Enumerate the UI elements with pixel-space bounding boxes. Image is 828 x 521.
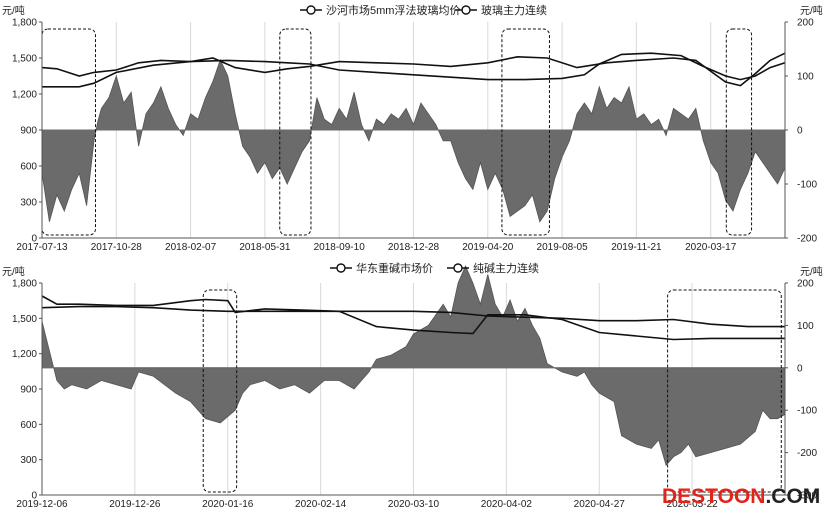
x-tick-label: 2018-02-07 [165,242,217,253]
right-tick-label: -100 [797,406,817,417]
legend-entry: 玻璃主力连续 [481,3,547,17]
highlight-box [202,289,238,493]
series-line-1 [42,52,786,88]
x-tick-label: 2019-04-20 [462,242,514,253]
legend-entry: 沙河市场5mm浮法玻璃均价 [326,3,460,17]
x-tick-label: 2017-10-28 [91,242,143,253]
left-tick-label: 0 [31,491,37,502]
legend-marker [461,5,471,15]
legend-marker [306,5,316,15]
left-tick-label: 1,200 [12,349,37,360]
right-tick-label: 0 [797,126,803,137]
left-tick-label: 1,200 [12,90,37,101]
x-tick-label: 2020-02-14 [295,499,347,510]
x-tick-label: 2019-12-06 [16,499,68,510]
highlight-box [501,28,550,236]
left-tick-label: 900 [20,126,37,137]
left-unit-label: 元/吨 [2,4,25,17]
legend-entry: 纯碱主力连续 [473,261,539,275]
legend-entry: 华东重碱市场价 [356,261,433,275]
legend-marker [336,263,346,273]
left-tick-label: 0 [31,234,37,245]
highlight-box [667,289,782,493]
series-line-2 [41,52,786,87]
legend-marker [453,263,463,273]
right-tick-label: -200 [797,448,817,459]
right-tick-label: 200 [797,279,814,290]
left-tick-label: 600 [20,162,37,173]
right-tick-label: -100 [797,180,817,191]
x-tick-label: 2020-04-27 [574,499,626,510]
right-tick-label: 200 [797,18,814,29]
left-tick-label: 1,800 [12,18,37,29]
highlight-box [279,28,312,236]
right-unit-label: 元/吨 [800,265,823,278]
x-tick-label: 2018-09-10 [314,242,366,253]
chart-panel-2: 2019-12-06 2019-12-26 2020-01-16 2020-02-14… [2,261,823,510]
left-tick-label: 1,500 [12,54,37,65]
series-line-1 [41,305,785,328]
right-tick-label: -300 [797,491,817,502]
series-line-2 [41,295,785,341]
chart-panel-1: 2017-07-13 2017-10-28 2018-02-07 2018-05-31… [2,3,823,253]
right-tick-label: 100 [797,321,814,332]
left-tick-label: 300 [20,198,37,209]
left-unit-label: 元/吨 [2,265,25,278]
x-tick-label: 2019-11-21 [611,242,662,253]
x-tick-label: 2020-04-02 [481,499,533,510]
x-tick-label: 2018-12-28 [388,242,440,253]
x-tick-label: 2018-05-31 [239,242,291,253]
series-spread-area [41,264,786,467]
x-tick-label: 2020-03-17 [685,242,737,253]
series-spread-area [41,58,786,223]
left-tick-label: 1,800 [12,279,37,290]
x-tick-label: 2020-05-22 [667,499,719,510]
highlight-box [725,28,753,236]
right-unit-label: 元/吨 [800,4,823,17]
x-tick-label: 2017-07-13 [16,242,68,253]
left-tick-label: 600 [20,420,37,431]
left-tick-label: 900 [20,385,37,396]
left-tick-label: 300 [20,455,37,466]
right-tick-label: 100 [797,72,814,83]
right-tick-label: -200 [797,234,817,245]
x-tick-label: 2020-01-16 [202,499,254,510]
x-tick-label: 2019-12-26 [109,499,161,510]
left-tick-label: 1,500 [12,314,37,325]
right-tick-label: 0 [797,363,803,374]
x-tick-label: 2020-03-10 [388,499,440,510]
x-tick-label: 2019-08-05 [537,242,589,253]
